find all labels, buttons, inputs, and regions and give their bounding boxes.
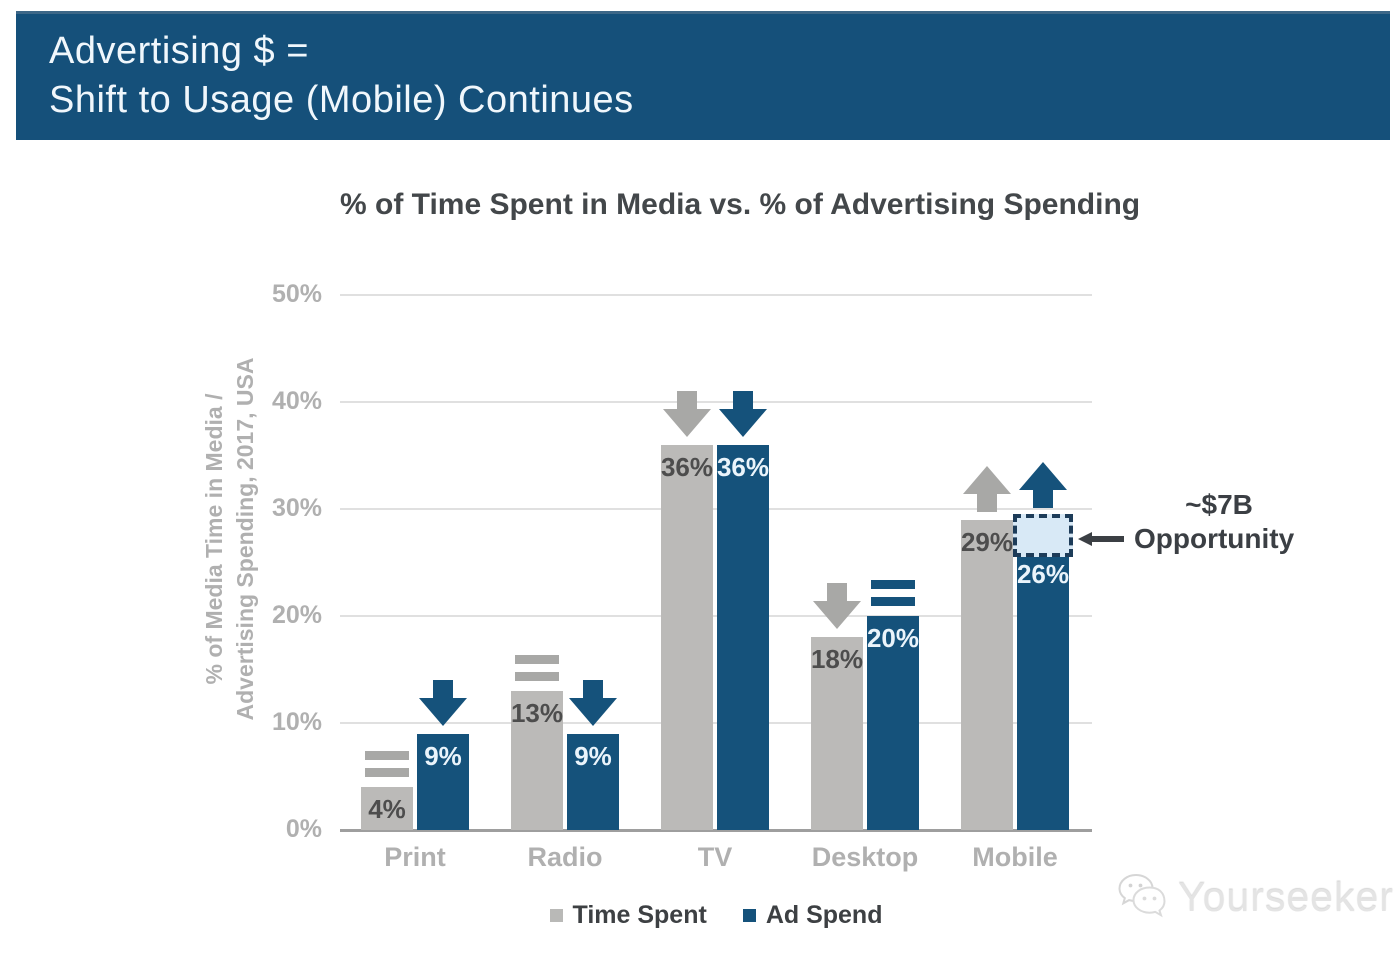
opportunity-annotation: ~$7B Opportunity [1078, 489, 1304, 555]
bar-mobile-time-spent [961, 520, 1013, 830]
gridline-10% [340, 722, 1092, 724]
up-trend-icon-mobile-time-spent [963, 466, 1011, 512]
down-trend-icon-desktop-time-spent [813, 583, 861, 629]
category-label-print: Print [384, 842, 446, 872]
slide-title-line1: Advertising $ = [49, 30, 309, 72]
gridline-20% [340, 615, 1092, 617]
bar-tv-time-spent [661, 445, 713, 830]
slide-title-line2: Shift to Usage (Mobile) Continues [49, 79, 634, 121]
bar-radio-time-spent [511, 691, 563, 830]
opportunity-label: Opportunity [1134, 523, 1295, 554]
value-label-tv-ad-spend: 36% [716, 452, 770, 482]
bar-print-time-spent [361, 787, 413, 830]
gridline-50% [340, 294, 1092, 296]
down-trend-icon-print-ad-spend [419, 680, 467, 726]
value-label-print-time-spent: 4% [368, 794, 406, 824]
y-tick-label-20%: 20% [271, 601, 322, 629]
bar-tv-ad-spend [717, 445, 769, 830]
legend-item-time-spent: Time Spent [549, 901, 707, 930]
legend-label-ad-spend: Ad Spend [765, 901, 883, 929]
y-tick-label-10%: 10% [271, 708, 322, 736]
y-tick-label-40%: 40% [271, 387, 322, 415]
value-label-tv-time-spent: 36% [660, 452, 714, 482]
value-label-mobile-ad-spend: 26% [1016, 559, 1070, 589]
value-label-print-ad-spend: 9% [424, 741, 462, 771]
y-axis-title-line2: Advertising Spending, 2017, USA [232, 357, 258, 721]
category-label-mobile: Mobile [972, 842, 1058, 872]
category-label-tv: TV [697, 842, 733, 872]
bar-print-ad-spend [417, 734, 469, 830]
y-axis-title: % of Media Time in Media / Advertising S… [199, 239, 261, 839]
category-label-desktop: Desktop [811, 842, 919, 872]
value-label-desktop-ad-spend: 20% [866, 623, 920, 653]
bar-desktop-time-spent [811, 637, 863, 830]
value-label-radio-time-spent: 13% [510, 698, 564, 728]
slide-header: Advertising $ = Shift to Usage (Mobile) … [16, 11, 1390, 140]
left-arrow-icon [1078, 531, 1124, 547]
legend-label-time-spent: Time Spent [572, 901, 707, 929]
ad-spend-swatch-icon [742, 909, 756, 922]
y-axis-title-line1: % of Media Time in Media / [201, 393, 227, 685]
bar-desktop-ad-spend [867, 616, 919, 830]
equal-trend-icon-radio-time-spent [515, 655, 559, 681]
watermark: Yourseeker [1114, 872, 1394, 922]
legend: Time Spent Ad Spend [340, 901, 1092, 930]
gridline-30% [340, 508, 1092, 510]
y-tick-label-50%: 50% [271, 280, 322, 308]
y-tick-label-30%: 30% [271, 494, 322, 522]
value-label-desktop-time-spent: 18% [810, 644, 864, 674]
legend-item-ad-spend: Ad Spend [742, 901, 883, 930]
opportunity-box [1013, 514, 1073, 557]
time-spent-swatch-icon [549, 909, 563, 922]
category-label-radio: Radio [527, 842, 603, 872]
up-trend-icon-mobile-ad-spend [1019, 462, 1067, 508]
equal-trend-icon-desktop-ad-spend [871, 580, 915, 606]
x-axis-line [340, 829, 1092, 832]
chart-title: % of Time Spent in Media vs. % of Advert… [340, 188, 1141, 221]
y-tick-label-0%: 0% [285, 815, 322, 843]
gridline-40% [340, 401, 1092, 403]
wechat-icon [1114, 872, 1170, 922]
down-trend-icon-tv-ad-spend [719, 391, 767, 437]
down-trend-icon-tv-time-spent [663, 391, 711, 437]
bar-radio-ad-spend [567, 734, 619, 830]
value-label-mobile-time-spent: 29% [960, 527, 1014, 557]
down-trend-icon-radio-ad-spend [569, 680, 617, 726]
value-label-radio-ad-spend: 9% [574, 741, 612, 771]
watermark-text: Yourseeker [1178, 873, 1394, 920]
bar-mobile-ad-spend [1017, 552, 1069, 830]
equal-trend-icon-print-time-spent [365, 751, 409, 777]
opportunity-amount: ~$7B [1185, 489, 1253, 520]
plot-area: 4% 9% Print 13% 9% Radio 36% 36% TV 18% 20% Desktop… [340, 294, 1092, 872]
